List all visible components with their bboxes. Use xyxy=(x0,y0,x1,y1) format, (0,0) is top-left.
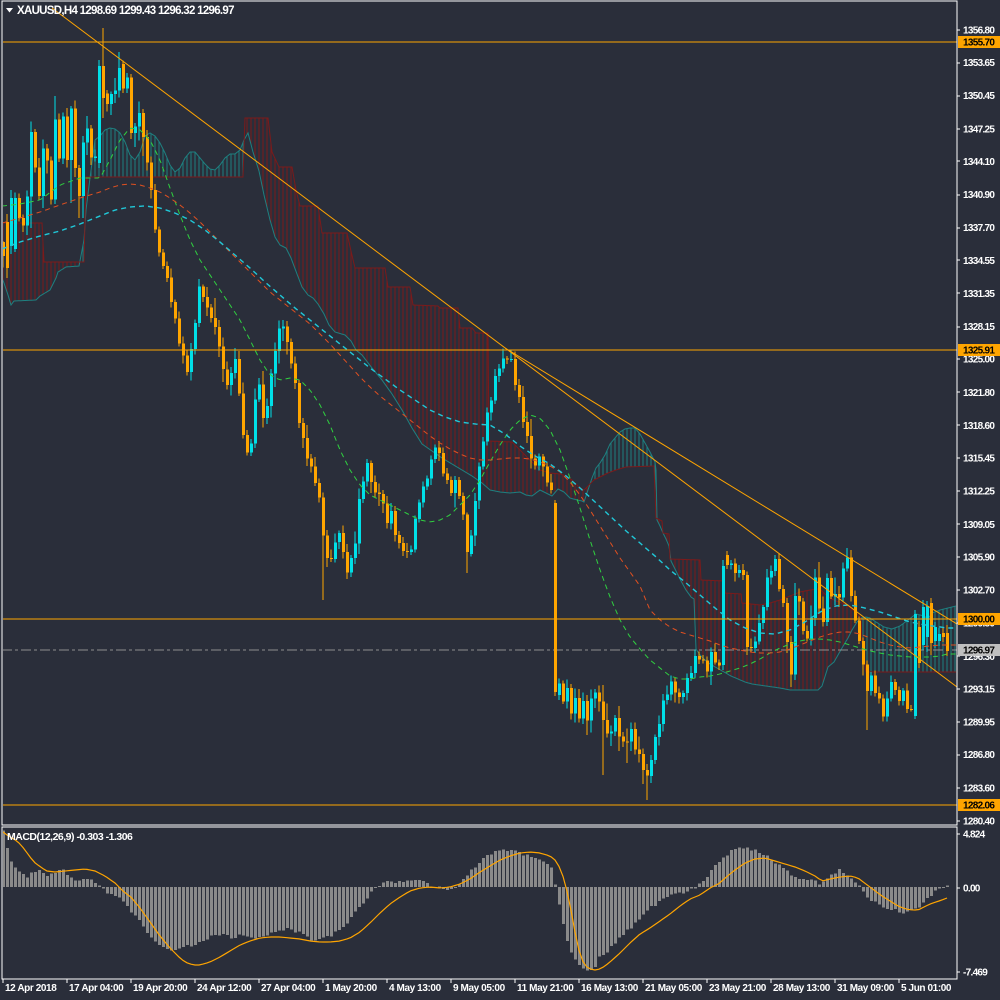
svg-text:1344.10: 1344.10 xyxy=(963,157,995,168)
svg-text:1293.15: 1293.15 xyxy=(963,685,995,696)
svg-text:16 May 13:00: 16 May 13:00 xyxy=(581,983,639,994)
svg-text:11 May 21:00: 11 May 21:00 xyxy=(517,983,574,994)
svg-text:1325.91: 1325.91 xyxy=(963,346,995,357)
svg-text:1289.95: 1289.95 xyxy=(963,718,995,729)
svg-text:1350.45: 1350.45 xyxy=(963,91,995,102)
svg-text:21 May 05:00: 21 May 05:00 xyxy=(645,983,703,994)
svg-text:1340.90: 1340.90 xyxy=(963,190,995,201)
svg-text:4 May 13:00: 4 May 13:00 xyxy=(389,983,442,994)
svg-text:-7.469: -7.469 xyxy=(963,968,988,979)
svg-text:1286.80: 1286.80 xyxy=(963,750,995,761)
svg-text:28 May 13:00: 28 May 13:00 xyxy=(773,983,831,994)
svg-text:1353.65: 1353.65 xyxy=(963,58,995,69)
svg-text:1356.80: 1356.80 xyxy=(963,26,995,37)
svg-text:1302.70: 1302.70 xyxy=(963,586,995,597)
svg-text:1325.00: 1325.00 xyxy=(963,355,995,366)
svg-text:XAUUSD,H4 1298.69 1299.43 129: XAUUSD,H4 1298.69 1299.43 1296.32 1296.9… xyxy=(17,5,234,17)
svg-text:1318.60: 1318.60 xyxy=(963,421,995,432)
svg-text:5 Jun 01:00: 5 Jun 01:00 xyxy=(901,983,952,994)
svg-text:27 Apr 04:00: 27 Apr 04:00 xyxy=(261,983,316,994)
svg-text:19 Apr 20:00: 19 Apr 20:00 xyxy=(133,983,188,994)
svg-text:4.824: 4.824 xyxy=(963,830,986,841)
svg-text:1315.45: 1315.45 xyxy=(963,454,995,465)
svg-text:1328.15: 1328.15 xyxy=(963,322,995,333)
svg-text:1300.00: 1300.00 xyxy=(963,615,995,626)
svg-text:23 May 21:00: 23 May 21:00 xyxy=(709,983,767,994)
svg-text:1305.90: 1305.90 xyxy=(963,553,995,564)
svg-text:1309.05: 1309.05 xyxy=(963,520,995,531)
svg-text:MACD(12,26,9) -0.303 -1.306: MACD(12,26,9) -0.303 -1.306 xyxy=(7,831,133,843)
svg-text:31 May 09:00: 31 May 09:00 xyxy=(837,983,895,994)
svg-text:1283.60: 1283.60 xyxy=(963,783,995,794)
svg-text:1282.06: 1282.06 xyxy=(963,801,995,812)
svg-text:1355.70: 1355.70 xyxy=(963,38,995,49)
svg-text:1296.97: 1296.97 xyxy=(963,646,995,657)
svg-text:9 May 05:00: 9 May 05:00 xyxy=(453,983,506,994)
svg-text:12 Apr 2018: 12 Apr 2018 xyxy=(5,983,57,994)
svg-text:17 Apr 04:00: 17 Apr 04:00 xyxy=(69,983,124,994)
svg-text:1337.70: 1337.70 xyxy=(963,223,995,234)
svg-text:1296.30: 1296.30 xyxy=(963,652,995,663)
svg-text:24 Apr 12:00: 24 Apr 12:00 xyxy=(197,983,252,994)
svg-text:0.00: 0.00 xyxy=(963,884,981,895)
svg-text:1334.55: 1334.55 xyxy=(963,256,995,267)
svg-text:1347.25: 1347.25 xyxy=(963,124,995,135)
svg-text:1321.80: 1321.80 xyxy=(963,388,995,399)
svg-text:1 May 20:00: 1 May 20:00 xyxy=(325,983,378,994)
svg-text:1331.35: 1331.35 xyxy=(963,289,995,300)
svg-text:1312.25: 1312.25 xyxy=(963,487,995,498)
svg-text:1280.40: 1280.40 xyxy=(963,817,995,828)
